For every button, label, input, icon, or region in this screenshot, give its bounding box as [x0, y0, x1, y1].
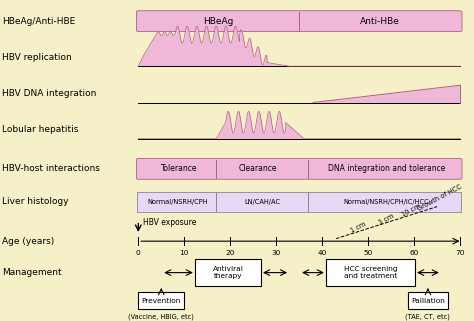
- Text: HBV exposure: HBV exposure: [143, 218, 196, 227]
- Text: Palliation: Palliation: [411, 298, 445, 304]
- FancyBboxPatch shape: [137, 192, 461, 212]
- Text: 60: 60: [410, 250, 419, 256]
- Text: 0: 0: [136, 250, 141, 256]
- Text: DNA integration and tolerance: DNA integration and tolerance: [328, 164, 445, 173]
- Text: 40: 40: [318, 250, 327, 256]
- Text: 10: 10: [180, 250, 189, 256]
- Text: 70: 70: [456, 250, 465, 256]
- Text: HBV replication: HBV replication: [1, 53, 72, 62]
- Text: 10 cm: 10 cm: [401, 203, 421, 218]
- Text: Normal/NSRH/CPH: Normal/NSRH/CPH: [147, 199, 208, 205]
- Text: 30: 30: [272, 250, 281, 256]
- FancyBboxPatch shape: [138, 292, 184, 309]
- FancyBboxPatch shape: [326, 259, 415, 286]
- Text: Management: Management: [1, 268, 61, 277]
- Text: (Vaccine, HBIG, etc): (Vaccine, HBIG, etc): [128, 314, 194, 320]
- Text: Anti-HBe: Anti-HBe: [360, 17, 400, 26]
- Text: HBeAg: HBeAg: [203, 17, 234, 26]
- Text: Tolerance: Tolerance: [162, 164, 198, 173]
- Text: Age (years): Age (years): [1, 237, 54, 246]
- Text: 3 cm: 3 cm: [377, 213, 395, 226]
- Text: 20: 20: [226, 250, 235, 256]
- Text: 1 cm: 1 cm: [350, 221, 367, 234]
- Text: Liver histology: Liver histology: [1, 197, 68, 206]
- Text: HBeAg/Anti-HBE: HBeAg/Anti-HBE: [1, 17, 75, 26]
- Text: Antiviral
therapy: Antiviral therapy: [212, 266, 243, 279]
- Text: 50: 50: [364, 250, 373, 256]
- Text: Normal/NSRH/CPH/IC/HCC: Normal/NSRH/CPH/IC/HCC: [344, 199, 429, 205]
- Text: Clearance: Clearance: [238, 164, 277, 173]
- FancyBboxPatch shape: [408, 292, 447, 309]
- Text: Prevention: Prevention: [142, 298, 181, 304]
- FancyBboxPatch shape: [137, 159, 462, 179]
- Text: HCC screening
and treatment: HCC screening and treatment: [344, 266, 397, 279]
- Text: LN/CAH/AC: LN/CAH/AC: [245, 199, 281, 205]
- Text: (TAE, CT, etc): (TAE, CT, etc): [405, 314, 450, 320]
- FancyBboxPatch shape: [195, 259, 261, 286]
- Text: HBV DNA integration: HBV DNA integration: [1, 89, 96, 98]
- FancyBboxPatch shape: [137, 11, 462, 31]
- Text: Lobular hepatitis: Lobular hepatitis: [1, 125, 78, 134]
- Text: Growth of HCC: Growth of HCC: [417, 184, 463, 212]
- Text: HBV-host interactions: HBV-host interactions: [1, 164, 100, 173]
